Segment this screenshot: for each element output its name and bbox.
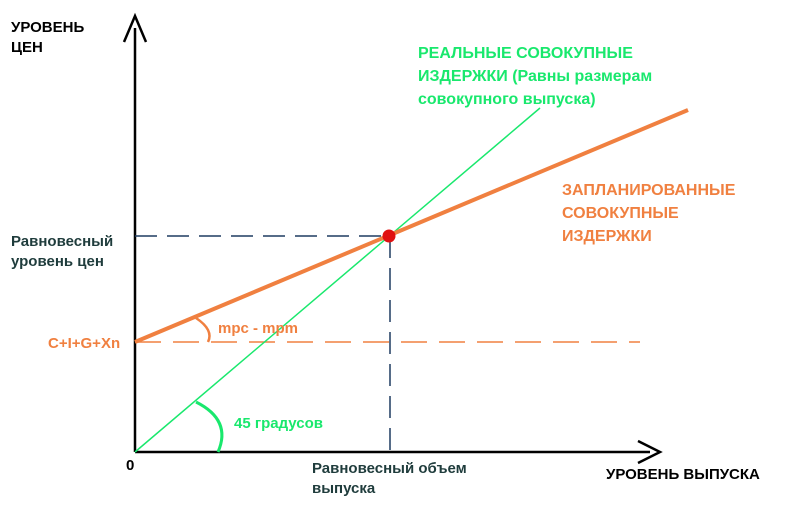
real-costs-line xyxy=(134,107,541,453)
angle-45-label: 45 градусов xyxy=(234,415,324,432)
x-axis-label: УРОВЕНЬ ВЫПУСКА xyxy=(606,466,760,483)
equilibrium-point xyxy=(382,229,396,243)
slope-label: mpc - mpm xyxy=(218,320,299,337)
equilibrium-price-label: Равновесный уровень цен xyxy=(11,233,114,270)
intercept-label: C+I+G+Xn xyxy=(48,335,121,352)
equilibrium-output-label: Равновесный объем выпуска xyxy=(312,460,467,497)
origin-label: 0 xyxy=(126,457,135,474)
real-costs-label: РЕАЛЬНЫЕ СОВОКУПНЫЕ ИЗДЕРЖКИ (Равны разм… xyxy=(418,45,653,108)
slope-angle-arc xyxy=(195,316,211,343)
angle-45-arc xyxy=(195,400,224,453)
y-axis-arrow xyxy=(122,12,148,43)
planned-costs-label: ЗАПЛАНИРОВАННЫЕ СОВОКУПНЫЕ ИЗДЕРЖКИ xyxy=(562,182,736,245)
x-axis-arrow xyxy=(637,439,663,465)
planned-costs-line xyxy=(134,108,689,344)
y-axis-label: УРОВЕНЬ ЦЕН xyxy=(11,19,85,56)
